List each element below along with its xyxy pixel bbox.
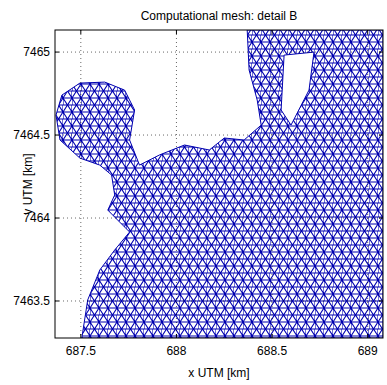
axes-frame bbox=[55, 30, 383, 338]
mesh-domain bbox=[56, 30, 383, 338]
chart: 687.5688688.56897463.574647464.57465Comp… bbox=[0, 0, 387, 385]
y-tick-label: 7465 bbox=[23, 45, 50, 59]
tick bbox=[379, 52, 383, 53]
plot-area bbox=[56, 30, 383, 338]
grid-line bbox=[55, 218, 383, 219]
tick bbox=[379, 135, 383, 136]
tick bbox=[272, 30, 273, 34]
grid-line bbox=[55, 135, 383, 136]
grid-line bbox=[176, 30, 177, 338]
tick bbox=[367, 30, 368, 34]
tick bbox=[272, 334, 273, 338]
grid-line bbox=[80, 30, 81, 338]
grid-line bbox=[55, 52, 383, 53]
tick bbox=[176, 30, 177, 34]
tick bbox=[80, 30, 81, 34]
grid-line bbox=[367, 30, 368, 338]
grid-line bbox=[272, 30, 273, 338]
tick bbox=[379, 218, 383, 219]
y-tick-label: 7464.5 bbox=[13, 128, 50, 142]
y-tick-label: 7463.5 bbox=[13, 294, 50, 308]
tick bbox=[176, 334, 177, 338]
x-axis-label: x UTM [km] bbox=[188, 366, 249, 380]
tick bbox=[55, 218, 59, 219]
tick bbox=[379, 300, 383, 301]
title: Computational mesh: detail B bbox=[141, 9, 298, 23]
x-tick-label: 689 bbox=[358, 344, 378, 358]
mesh-island bbox=[281, 52, 314, 125]
tick bbox=[367, 334, 368, 338]
x-tick-label: 688 bbox=[166, 344, 186, 358]
grid-line bbox=[55, 300, 383, 301]
tick bbox=[55, 300, 59, 301]
x-tick-label: 688.5 bbox=[257, 344, 287, 358]
x-tick-label: 687.5 bbox=[66, 344, 96, 358]
tick bbox=[55, 135, 59, 136]
tick bbox=[55, 52, 59, 53]
tick bbox=[80, 334, 81, 338]
y-axis-label: y UTM [km] bbox=[21, 153, 35, 214]
